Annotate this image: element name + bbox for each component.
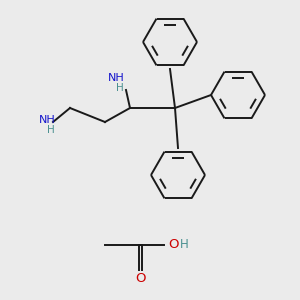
Text: NH: NH — [39, 115, 56, 125]
Text: O: O — [135, 272, 145, 286]
Text: H: H — [116, 83, 124, 93]
Text: H: H — [47, 125, 55, 135]
Text: NH: NH — [108, 73, 124, 83]
Text: O: O — [168, 238, 178, 250]
Text: H: H — [180, 238, 189, 250]
